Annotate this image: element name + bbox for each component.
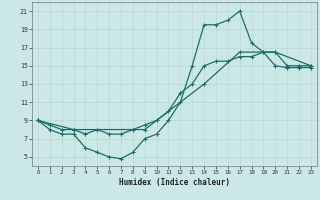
X-axis label: Humidex (Indice chaleur): Humidex (Indice chaleur) xyxy=(119,178,230,187)
